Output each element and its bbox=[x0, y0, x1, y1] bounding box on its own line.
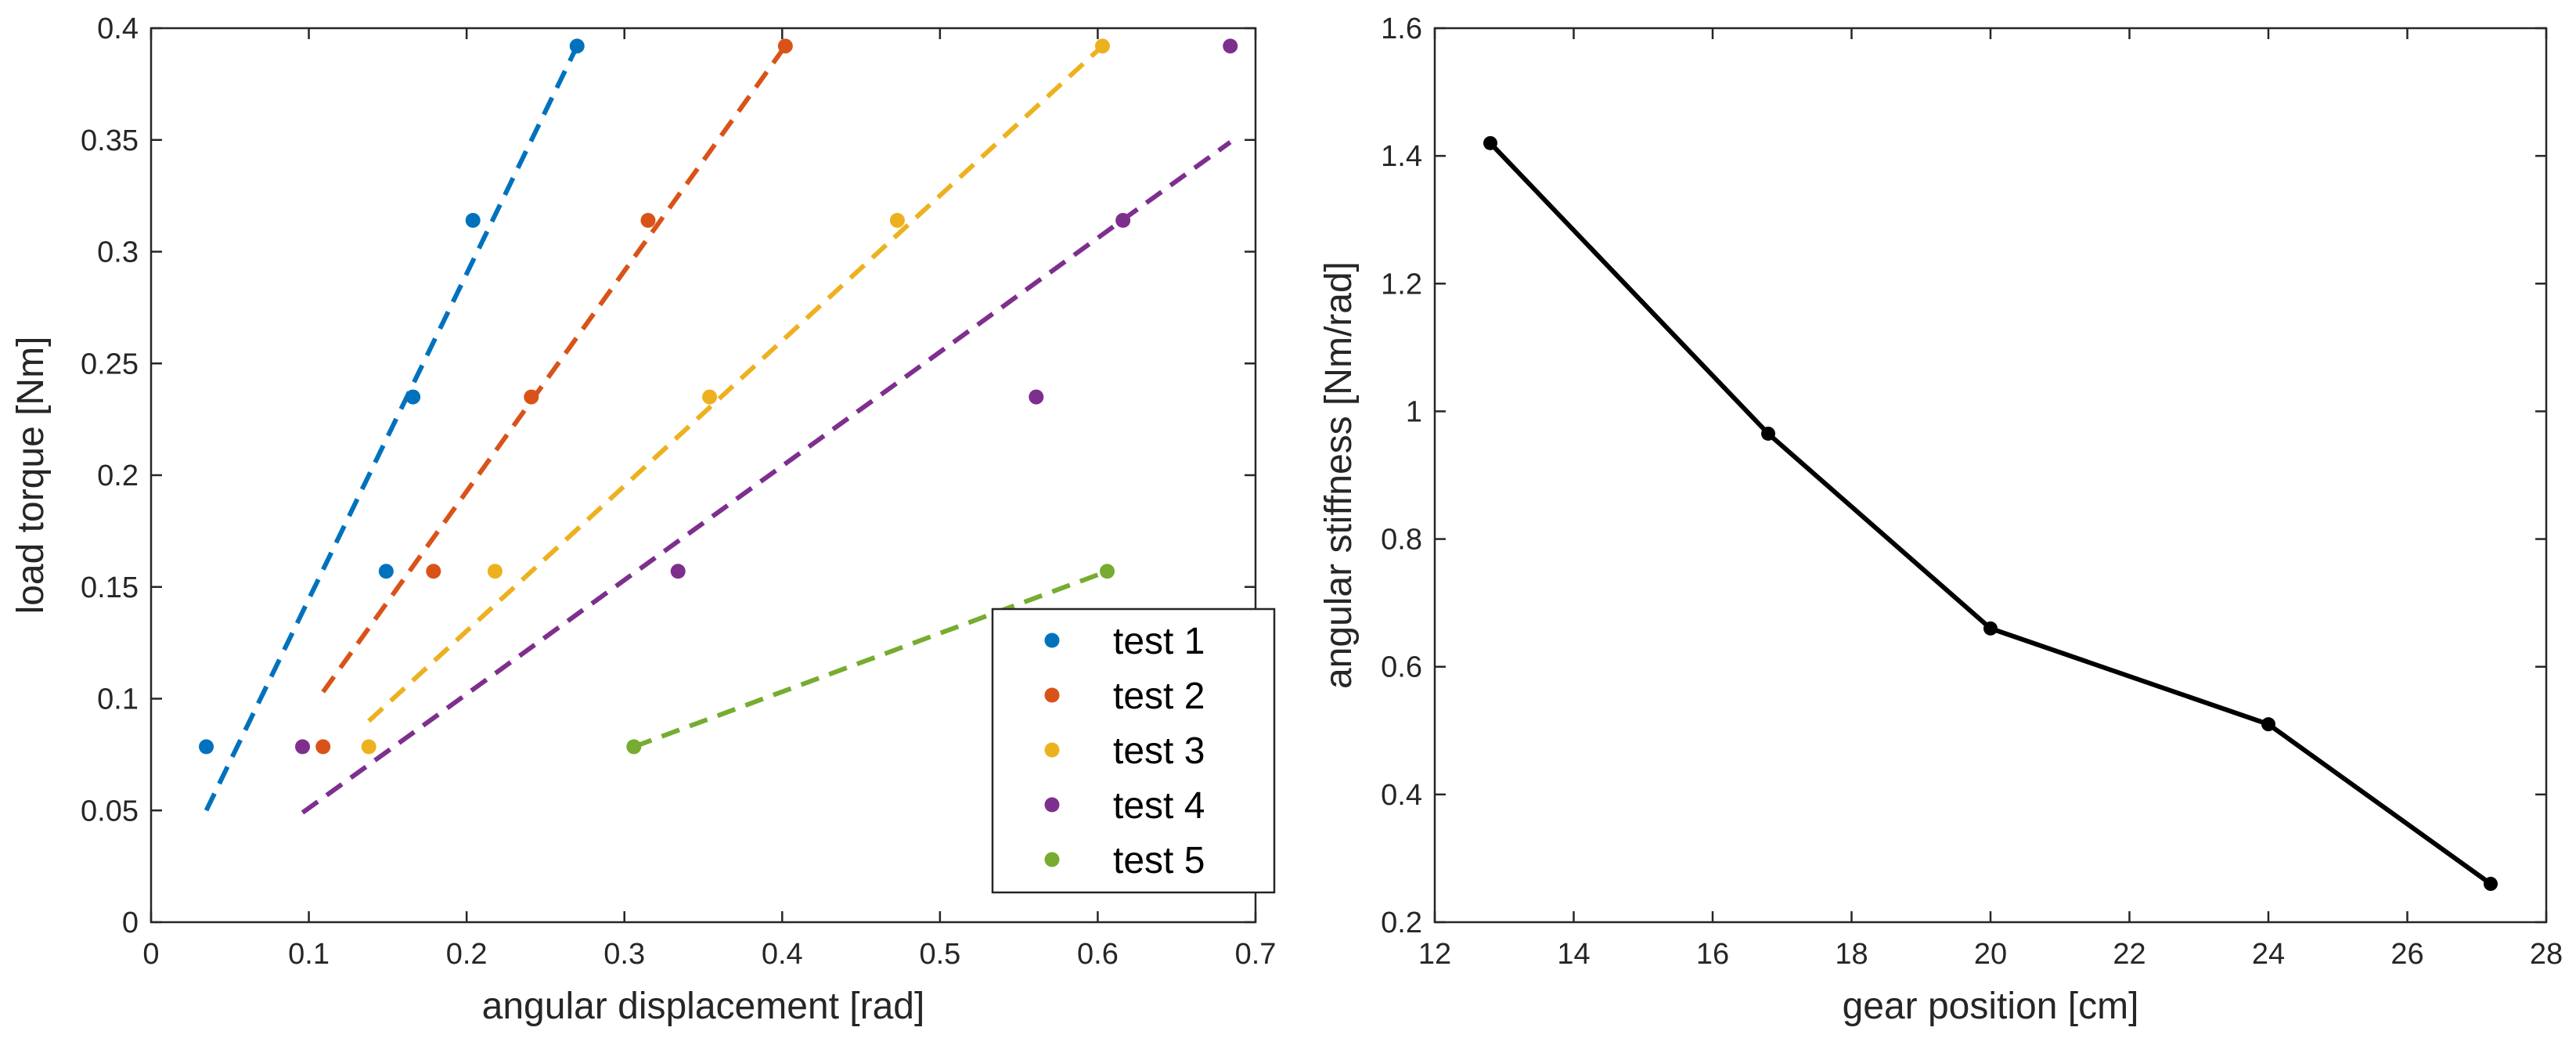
legend-label: test 1 bbox=[1113, 621, 1205, 662]
y-tick-label: 0.05 bbox=[81, 795, 139, 827]
x-tick-label: 0.6 bbox=[1077, 938, 1119, 971]
y-tick-label: 1 bbox=[1406, 395, 1422, 428]
plot-area-frame bbox=[1433, 27, 2548, 924]
data-point bbox=[702, 389, 718, 405]
legend-marker bbox=[1044, 742, 1060, 758]
data-point bbox=[1983, 621, 1998, 636]
data-point bbox=[2484, 877, 2498, 892]
y-axis-label: angular stiffness [Nm/rad] bbox=[1318, 261, 1360, 689]
x-tick-label: 18 bbox=[1835, 938, 1868, 971]
y-axis-label: load torque [Nm] bbox=[10, 337, 52, 615]
data-point bbox=[2261, 717, 2275, 732]
y-tick-label: 0.1 bbox=[97, 683, 139, 716]
y-tick-label: 0.4 bbox=[1381, 779, 1422, 812]
legend: test 1 test 2 test 3 test 4 test 5 bbox=[991, 607, 1276, 894]
legend-marker bbox=[1044, 633, 1060, 648]
legend-marker bbox=[1044, 687, 1060, 703]
series-test-4 bbox=[295, 38, 1238, 815]
data-point bbox=[1100, 564, 1115, 579]
data-point bbox=[1483, 135, 1497, 150]
x-tick-label: 26 bbox=[2390, 938, 2423, 971]
legend-label: test 2 bbox=[1113, 676, 1205, 717]
x-axis-label: gear position [cm] bbox=[1843, 986, 2139, 1027]
y-tick-label: 1.6 bbox=[1381, 13, 1422, 45]
legend-marker bbox=[1044, 797, 1060, 813]
data-point bbox=[405, 389, 421, 405]
y-tick-label: 0.15 bbox=[81, 571, 139, 604]
series-test-3 bbox=[361, 38, 1110, 755]
x-tick-label: 0.7 bbox=[1235, 938, 1277, 971]
y-tick-label: 1.4 bbox=[1381, 140, 1422, 173]
fit-line bbox=[204, 45, 579, 812]
y-tick-label: 0.3 bbox=[97, 236, 139, 269]
data-point bbox=[295, 739, 311, 755]
series-test-5 bbox=[626, 564, 1115, 755]
y-tick-label: 0.8 bbox=[1381, 524, 1422, 557]
data-point bbox=[640, 213, 656, 229]
x-tick-label: 16 bbox=[1696, 938, 1729, 971]
y-tick-label: 0.35 bbox=[81, 124, 139, 157]
data-point bbox=[426, 564, 441, 579]
data-point bbox=[1115, 213, 1131, 229]
y-tick-label: 0.25 bbox=[81, 348, 139, 380]
legend-marker bbox=[1044, 852, 1060, 867]
legend-box bbox=[991, 607, 1276, 894]
x-tick-label: 0.1 bbox=[288, 938, 330, 971]
x-tick-label: 0.5 bbox=[919, 938, 960, 971]
legend-label: test 4 bbox=[1113, 785, 1205, 827]
y-tick-label: 0 bbox=[122, 907, 139, 939]
legend-label: test 5 bbox=[1113, 840, 1205, 881]
data-point bbox=[524, 389, 539, 405]
data-point bbox=[889, 213, 905, 229]
data-point bbox=[1029, 389, 1044, 405]
x-tick-label: 20 bbox=[1974, 938, 2007, 971]
data-point bbox=[199, 739, 214, 755]
data-point bbox=[670, 564, 686, 579]
data-point bbox=[1761, 426, 1775, 441]
data-point bbox=[626, 739, 642, 755]
x-tick-label: 22 bbox=[2113, 938, 2145, 971]
x-tick-label: 0.3 bbox=[603, 938, 645, 971]
data-point bbox=[315, 739, 331, 755]
x-tick-label: 14 bbox=[1557, 938, 1590, 971]
x-axis-label: angular displacement [rad] bbox=[482, 986, 925, 1027]
x-tick-label: 24 bbox=[2252, 938, 2285, 971]
data-point bbox=[777, 38, 793, 54]
data-point bbox=[361, 739, 376, 755]
fit-line bbox=[367, 44, 1104, 723]
fit-line bbox=[321, 45, 787, 694]
left-chart: 0 0.1 0.2 0.3 0.4 0.5 0.6 0.7 0 0.05 0.1 0.15 0.2 0.2… bbox=[10, 13, 1276, 1027]
y-tick-label: 1.2 bbox=[1381, 268, 1422, 301]
data-point bbox=[378, 564, 394, 579]
right-chart: 12 14 16 18 20 22 24 26 28 0.2 0.4 0.6 0.8 1 1.2 1.4 1.6… bbox=[1318, 13, 2563, 1027]
x-tick-label: 28 bbox=[2530, 938, 2563, 971]
series-test-1 bbox=[199, 38, 585, 812]
legend-label: test 3 bbox=[1113, 730, 1205, 772]
data-point bbox=[1094, 38, 1110, 54]
series-stiffness bbox=[1483, 135, 2498, 892]
fit-line bbox=[632, 568, 1108, 749]
series-test-2 bbox=[315, 38, 793, 755]
x-tick-label: 0.2 bbox=[446, 938, 488, 971]
x-tick-label: 0 bbox=[142, 938, 159, 971]
data-point bbox=[487, 564, 503, 579]
x-tick-label: 12 bbox=[1418, 938, 1451, 971]
fit-line bbox=[301, 140, 1232, 815]
data-point bbox=[1223, 38, 1238, 54]
y-tick-label: 0.6 bbox=[1381, 651, 1422, 684]
y-tick-label: 0.4 bbox=[97, 13, 139, 45]
data-point bbox=[569, 38, 585, 54]
x-tick-label: 0.4 bbox=[762, 938, 803, 971]
y-tick-label: 0.2 bbox=[1381, 907, 1422, 939]
data-point bbox=[465, 213, 481, 229]
y-tick-label: 0.2 bbox=[97, 460, 139, 492]
